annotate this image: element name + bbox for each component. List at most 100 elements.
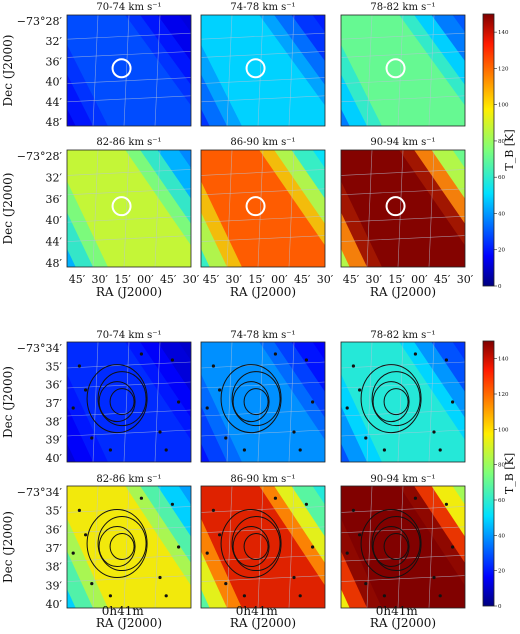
point-source-contour (438, 594, 442, 598)
coordinate-grid-line (341, 95, 465, 103)
remnant-contour (98, 381, 136, 423)
coordinate-grid-line (341, 188, 465, 196)
coordinate-grid-line (366, 486, 373, 608)
emission-ridge (201, 15, 325, 126)
coordinate-grid-line (397, 486, 404, 608)
remnant-position-circle (385, 58, 406, 79)
coordinate-grid-line (341, 575, 465, 582)
coordinate-grid-line (397, 150, 404, 267)
point-source-contour (311, 400, 315, 404)
coordinate-grid-line (201, 235, 325, 242)
coordinate-grid-line (341, 215, 465, 223)
channel-map-panel (67, 486, 191, 608)
y-tick-label: 35′ (46, 505, 63, 518)
coordinate-grid-line (123, 486, 130, 608)
colorbar-tick-label: 40 (498, 211, 505, 217)
y-tick-label: 44′ (46, 96, 63, 109)
coordinate-grid-line (67, 51, 191, 58)
x-tick-label: 30′ (226, 273, 243, 286)
y-tick-label: 40′ (46, 598, 63, 611)
y-axis-label: Dec (J2000) (1, 173, 15, 245)
point-source-contour (158, 575, 162, 580)
point-source-contour (77, 508, 81, 512)
channel-map-panel (341, 486, 465, 608)
channel-map-panel (341, 150, 465, 267)
panel-title: 90-94 km s⁻¹ (370, 137, 435, 148)
coordinate-grid-line (257, 342, 264, 462)
point-source-contour (90, 436, 94, 440)
x-axis-label: RA (J2000) (370, 616, 436, 630)
remnant-contour (383, 533, 409, 561)
coordinate-grid-line (67, 409, 191, 417)
panel-title: 74-78 km s⁻¹ (230, 330, 295, 341)
point-source-contour (158, 430, 162, 434)
colorbar-label: T_B [K] (503, 453, 516, 494)
panel-title: 78-82 km s⁻¹ (370, 330, 435, 341)
point-source-contour (444, 502, 448, 506)
remnant-contour (231, 371, 281, 427)
point-source-contour (298, 448, 302, 452)
y-tick-label: 36′ (46, 523, 63, 536)
coordinate-grid-line (428, 150, 435, 267)
point-source-contour (304, 502, 308, 506)
remnant-contour (86, 364, 148, 434)
point-source-contour (242, 448, 246, 452)
coordinate-grid-line (341, 526, 465, 534)
x-tick-label: 15′ (114, 273, 131, 286)
colorbar-tick-label: 40 (498, 533, 505, 539)
coordinate-grid-line (92, 15, 99, 126)
y-tick-label: 48′ (46, 257, 63, 270)
panel-frame (340, 485, 466, 609)
panel-title: 82-86 km s⁻¹ (96, 137, 161, 148)
x-tick-label: 15′ (248, 273, 265, 286)
coordinate-grid-line (288, 15, 295, 126)
x-axis-label: RA (J2000) (96, 285, 162, 299)
panel-title: 78-82 km s⁻¹ (370, 2, 435, 13)
y-tick-label: 38′ (46, 415, 63, 428)
coordinate-grid-line (257, 150, 264, 267)
point-source-contour (139, 496, 143, 500)
remnant-contour (371, 371, 421, 427)
coordinate-grid-line (67, 506, 191, 513)
point-source-contour (298, 594, 302, 598)
panel-frame (340, 341, 466, 463)
y-tick-label: 32′ (46, 171, 63, 184)
coordinate-grid-line (341, 554, 465, 562)
coordinate-grid-line (67, 361, 191, 369)
panel-title: 70-74 km s⁻¹ (96, 330, 161, 341)
point-source-contour (108, 448, 112, 452)
y-tick-label: 40′ (46, 452, 63, 465)
coordinate-grid-line (341, 506, 465, 513)
coordinate-grid-line (257, 486, 264, 608)
y-tick-label: 40′ (46, 76, 63, 89)
point-source-contour (273, 352, 277, 356)
point-source-contour (164, 448, 168, 452)
remnant-contour (243, 533, 269, 561)
colorbar-tick-label: 120 (498, 392, 509, 398)
coordinate-grid-line (92, 342, 99, 462)
point-source-contour (292, 430, 296, 434)
y-tick-label: 39′ (46, 579, 63, 592)
colorbar-tick-label: 20 (498, 569, 505, 575)
point-source-contour (311, 545, 315, 549)
panel-title: 82-86 km s⁻¹ (96, 474, 161, 485)
x-axis-label: RA (J2000) (370, 285, 436, 299)
x-tick-label: 30′ (366, 273, 383, 286)
colorbar-tick-label: 80 (498, 463, 505, 469)
coordinate-grid-line (67, 215, 191, 223)
coordinate-grid-line (226, 486, 233, 608)
point-source-contour (438, 448, 442, 452)
point-source-contour (304, 358, 308, 362)
point-source-contour (364, 436, 368, 440)
point-source-contour (90, 582, 94, 586)
point-source-contour (218, 533, 222, 537)
point-source-contour (139, 352, 143, 356)
x-tick-label: 30′ (92, 273, 109, 286)
x-tick-label: 0h41m (236, 604, 279, 618)
remnant-contour (109, 388, 135, 416)
remnant-contour (371, 516, 421, 572)
panel-title: 74-78 km s⁻¹ (230, 2, 295, 13)
panel-frame (66, 341, 192, 463)
coordinate-grid-line (92, 486, 99, 608)
coordinate-grid-line (123, 150, 130, 267)
